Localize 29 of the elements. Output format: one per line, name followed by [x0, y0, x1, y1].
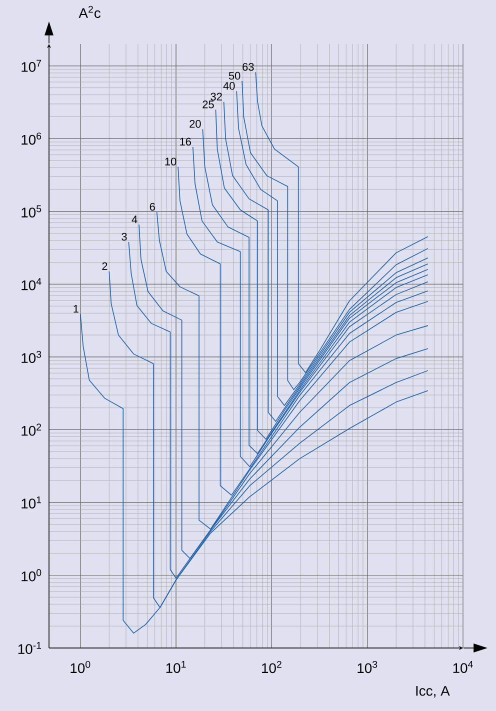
y-tick-label: 10$^{3}$ — [22, 350, 42, 364]
y-tick-label: 10$^{6}$ — [22, 132, 42, 145]
y-tick-label: 10$^{0}$ — [22, 569, 42, 582]
x-axis-title: Icc, A — [416, 686, 450, 698]
series-label: 4 — [132, 216, 138, 224]
y-tick-label: 10$^{1}$ — [22, 496, 42, 509]
series-label: 10 — [165, 158, 176, 166]
y-tick-label: 10$^{5}$ — [22, 205, 42, 218]
x-tick-label: 10$^{3}$ — [358, 660, 378, 674]
series-label: 32 — [210, 92, 222, 101]
y-tick-label: 10$^{4}$ — [22, 278, 42, 290]
y-tick-label: 10$^{2}$ — [22, 424, 42, 436]
x-tick-label: 10$^{2}$ — [262, 660, 282, 674]
x-tick-label: 10$^{0}$ — [70, 660, 90, 674]
series-label: 20 — [190, 120, 201, 128]
y-tick-label: 10$^{-1}$ — [18, 642, 42, 654]
series-label: 40 — [223, 82, 235, 90]
y-axis-title: A$^{2}$c — [78, 6, 101, 18]
series-label: 3 — [122, 232, 127, 241]
series-label: 63 — [242, 63, 254, 71]
x-tick-label: 10$^{4}$ — [453, 660, 473, 674]
series-label: 1 — [74, 305, 78, 313]
y-tick-label: 10$^{7}$ — [22, 60, 42, 72]
series-label: 16 — [180, 138, 191, 146]
series-label: 2 — [102, 262, 108, 270]
series-label: 50 — [228, 72, 240, 80]
x-tick-label: 10$^{1}$ — [166, 660, 186, 674]
series-label: 6 — [150, 202, 155, 211]
series-label: 25 — [202, 100, 214, 108]
